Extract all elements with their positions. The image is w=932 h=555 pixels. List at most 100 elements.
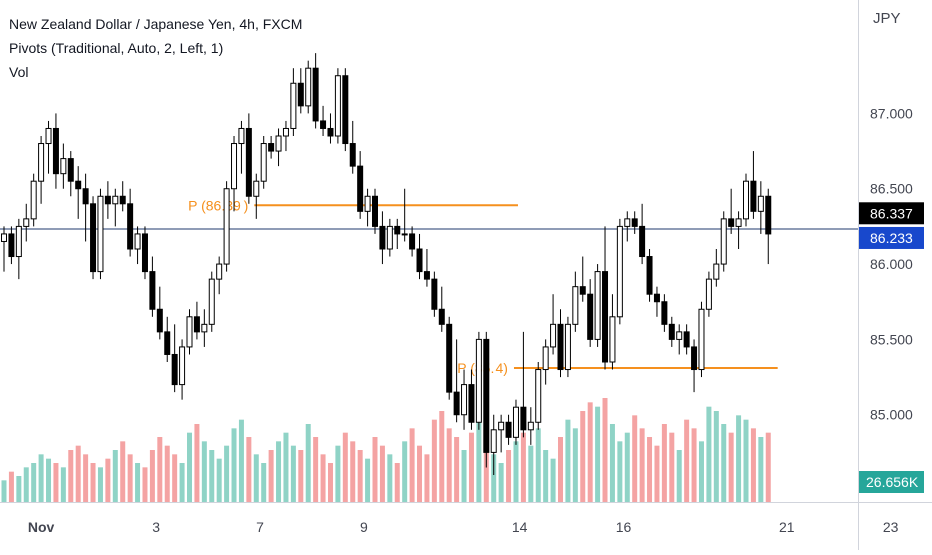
pivot-label: P (85. 4)	[457, 360, 508, 376]
volume-bar	[83, 454, 89, 502]
volume-bar	[246, 437, 252, 502]
volume-bar	[454, 437, 460, 502]
candle-body	[156, 308, 163, 333]
candle-body	[216, 263, 223, 280]
price-scale[interactable]: 87.000 86.500 86.000 85.500 85.000 86.337 86.2…	[859, 105, 924, 493]
volume-bar	[506, 450, 512, 502]
candle-body	[364, 195, 371, 212]
candle-body	[67, 158, 74, 182]
candle-body	[527, 421, 534, 431]
candle-body	[728, 218, 735, 227]
volume-bar	[305, 424, 311, 502]
candles	[1, 53, 772, 475]
time-tick-label: Nov	[28, 519, 55, 535]
candle-body	[349, 143, 356, 167]
volume-bar	[335, 445, 341, 502]
candle-body	[8, 233, 15, 258]
current-price-label: 86.337	[870, 205, 913, 221]
volume-bar	[201, 441, 207, 502]
volume-bar	[53, 463, 59, 502]
candle-body	[30, 180, 37, 220]
candle-body	[490, 429, 497, 453]
candle-body	[386, 225, 393, 250]
candle-body	[535, 369, 542, 423]
candle-body	[1, 233, 7, 242]
volume-bar	[684, 419, 690, 502]
candle-body	[372, 195, 378, 227]
candle-body	[423, 271, 430, 280]
volume-bar	[698, 441, 704, 502]
candle-body	[238, 127, 245, 145]
candle-body	[557, 323, 564, 371]
candle-body	[661, 301, 668, 325]
pivots-indicator-label[interactable]: Pivots (Traditional, Auto, 2, Left, 1)	[9, 40, 224, 56]
volume-bar	[558, 437, 563, 502]
price-tick-label: 86.500	[870, 181, 913, 197]
volume-bar	[38, 454, 44, 502]
volume-bar	[379, 445, 385, 502]
candle-body	[468, 384, 475, 423]
candle-body	[409, 233, 416, 250]
symbol-title[interactable]: New Zealand Dollar / Japanese Yen, 4h, F…	[9, 16, 303, 32]
volume-bar	[16, 476, 22, 502]
volume-bar	[580, 411, 586, 502]
volume-bar	[365, 458, 371, 502]
candle-body	[542, 346, 549, 371]
candle-body	[564, 323, 571, 371]
candle-body	[705, 278, 712, 310]
volume-bar	[439, 411, 445, 502]
volume-bar	[468, 432, 474, 502]
volume-bar	[298, 450, 304, 502]
legend: New Zealand Dollar / Japanese Yen, 4h, F…	[9, 12, 302, 84]
volume-bar	[60, 467, 66, 502]
volume-bar	[491, 454, 497, 502]
volume-bar	[476, 415, 482, 502]
currency-label: JPY	[873, 10, 901, 27]
time-tick-label: 14	[512, 519, 528, 535]
volume-bar	[261, 463, 267, 502]
time-tick-label: 7	[256, 519, 264, 535]
candle-body	[757, 195, 764, 212]
candle-body	[90, 203, 97, 273]
volume-bar	[728, 432, 734, 502]
volume-bar	[120, 441, 126, 502]
volume-bar	[595, 406, 601, 502]
volume-bar	[127, 454, 133, 502]
volume-bar	[1, 480, 7, 502]
volume-bar	[75, 445, 81, 502]
candle-body	[683, 331, 690, 348]
volume-bar	[713, 411, 719, 502]
candle-body	[512, 406, 519, 438]
volume-bar	[587, 402, 593, 502]
candle-body	[260, 143, 267, 182]
candle-body	[179, 346, 186, 386]
candle-body	[483, 338, 490, 453]
candle-body	[231, 143, 238, 190]
volume-indicator-label[interactable]: Vol	[9, 64, 29, 80]
candle-body	[416, 248, 423, 273]
volume-bar	[97, 467, 103, 502]
volume-bar	[417, 445, 423, 502]
volume-bar	[654, 445, 660, 502]
volume-bar	[327, 463, 333, 502]
price-tick-label: 85.000	[870, 407, 913, 423]
candle-body	[282, 127, 289, 137]
volume-bar	[647, 437, 653, 502]
price-tick-label: 87.000	[870, 105, 913, 121]
candle-body	[646, 256, 653, 295]
time-scale[interactable]: Nov 3 7 9 14 16 21 23	[28, 519, 899, 535]
volume-bar	[112, 450, 118, 502]
volume-bar	[142, 467, 148, 502]
candle-body	[23, 218, 30, 227]
candle-body	[342, 75, 349, 145]
candle-body	[45, 127, 52, 145]
volume-bar	[387, 454, 393, 502]
candle-body	[735, 218, 742, 227]
volume-bar	[617, 441, 623, 502]
volume-bar	[513, 441, 519, 502]
volume-bar	[550, 458, 556, 502]
candle-body	[676, 331, 683, 340]
volume-bar	[706, 406, 712, 502]
volume-bar	[313, 437, 319, 502]
